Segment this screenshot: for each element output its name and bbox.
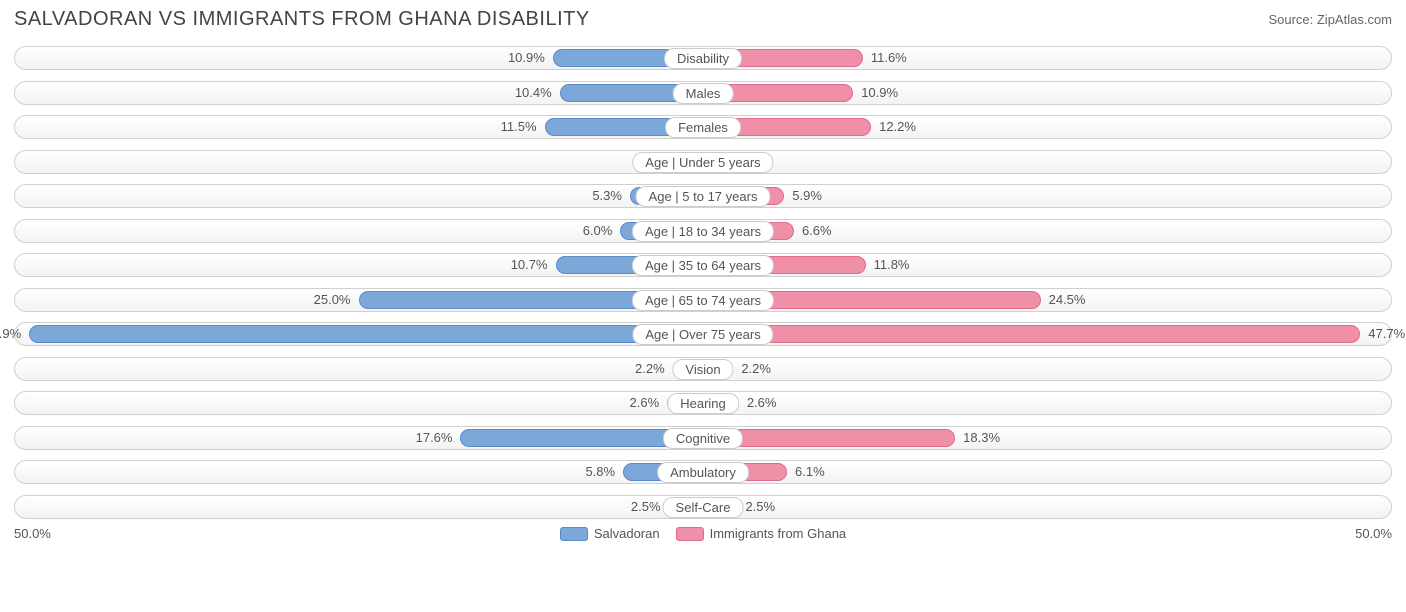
row-label: Cognitive <box>663 428 743 449</box>
chart-row: 48.9%47.7%Age | Over 75 years <box>14 319 1392 349</box>
legend-swatch-left <box>560 527 588 541</box>
row-label: Hearing <box>667 393 739 414</box>
legend-label-right: Immigrants from Ghana <box>710 526 847 541</box>
value-left: 25.0% <box>314 285 351 315</box>
value-right: 6.6% <box>802 216 832 246</box>
legend-item-left: Salvadoran <box>560 526 660 541</box>
row-label: Disability <box>664 48 742 69</box>
chart-row: 10.9% 11.6% Disability <box>14 43 1392 73</box>
row-label: Age | Over 75 years <box>632 324 773 345</box>
value-right: 24.5% <box>1049 285 1086 315</box>
value-right: 2.6% <box>747 388 777 418</box>
row-label: Age | 65 to 74 years <box>632 290 774 311</box>
chart-row: 10.4% 10.9% Males <box>14 78 1392 108</box>
chart-row: 5.3% 5.9% Age | 5 to 17 years <box>14 181 1392 211</box>
value-right: 6.1% <box>795 457 825 487</box>
chart-row: 2.6% 2.6% Hearing <box>14 388 1392 418</box>
chart-row: 17.6% 18.3% Cognitive <box>14 423 1392 453</box>
value-right: 18.3% <box>963 423 1000 453</box>
axis-left-max: 50.0% <box>14 526 51 541</box>
row-label: Ambulatory <box>657 462 749 483</box>
value-right: 47.7% <box>1368 319 1405 349</box>
chart-row: 2.5% 2.5%Self-Care <box>14 492 1392 522</box>
value-left: 10.9% <box>508 43 545 73</box>
row-label: Males <box>673 83 734 104</box>
value-right: 10.9% <box>861 78 898 108</box>
bar-right <box>703 325 1360 343</box>
chart-row: 10.7% 11.8% Age | 35 to 64 years <box>14 250 1392 280</box>
diverging-bar-chart: 10.9% 11.6% Disability 10.4% 10.9% Males 11.5%… <box>14 43 1392 522</box>
row-label: Age | Under 5 years <box>632 152 773 173</box>
axis-right-max: 50.0% <box>1355 526 1392 541</box>
value-left: 48.9% <box>0 319 21 349</box>
row-label: Females <box>665 117 741 138</box>
value-right: 11.6% <box>871 43 907 73</box>
legend-swatch-right <box>676 527 704 541</box>
value-left: 2.2% <box>635 354 665 384</box>
value-left: 2.5% <box>631 492 661 522</box>
row-label: Vision <box>672 359 733 380</box>
value-right: 2.2% <box>741 354 771 384</box>
value-right: 5.9% <box>792 181 822 211</box>
value-left: 5.3% <box>592 181 622 211</box>
chart-row: 5.8% 6.1% Ambulatory <box>14 457 1392 487</box>
chart-row: 2.2% 2.2% Vision <box>14 354 1392 384</box>
value-right: 12.2% <box>879 112 916 142</box>
value-right: 2.5% <box>745 492 775 522</box>
legend-item-right: Immigrants from Ghana <box>676 526 847 541</box>
chart-title: SALVADORAN VS IMMIGRANTS FROM GHANA DISA… <box>14 8 590 31</box>
row-label: Self-Care <box>663 497 744 518</box>
row-label: Age | 5 to 17 years <box>636 186 771 207</box>
value-left: 10.7% <box>511 250 548 280</box>
row-label: Age | 35 to 64 years <box>632 255 774 276</box>
chart-row: 11.5% 12.2% Females <box>14 112 1392 142</box>
chart-row: 25.0% 24.5% Age | 65 to 74 years <box>14 285 1392 315</box>
row-label: Age | 18 to 34 years <box>632 221 774 242</box>
legend-label-left: Salvadoran <box>594 526 660 541</box>
chart-row: 6.0% 6.6% Age | 18 to 34 years <box>14 216 1392 246</box>
chart-row: 1.1%1.2%Age | Under 5 years <box>14 147 1392 177</box>
value-left: 5.8% <box>585 457 615 487</box>
source-attribution: Source: ZipAtlas.com <box>1268 12 1392 27</box>
legend: Salvadoran Immigrants from Ghana <box>560 526 846 541</box>
value-left: 11.5% <box>501 112 537 142</box>
bar-left <box>29 325 703 343</box>
value-right: 11.8% <box>874 250 910 280</box>
value-left: 10.4% <box>515 78 552 108</box>
value-left: 17.6% <box>416 423 453 453</box>
value-left: 6.0% <box>583 216 613 246</box>
value-left: 2.6% <box>630 388 660 418</box>
